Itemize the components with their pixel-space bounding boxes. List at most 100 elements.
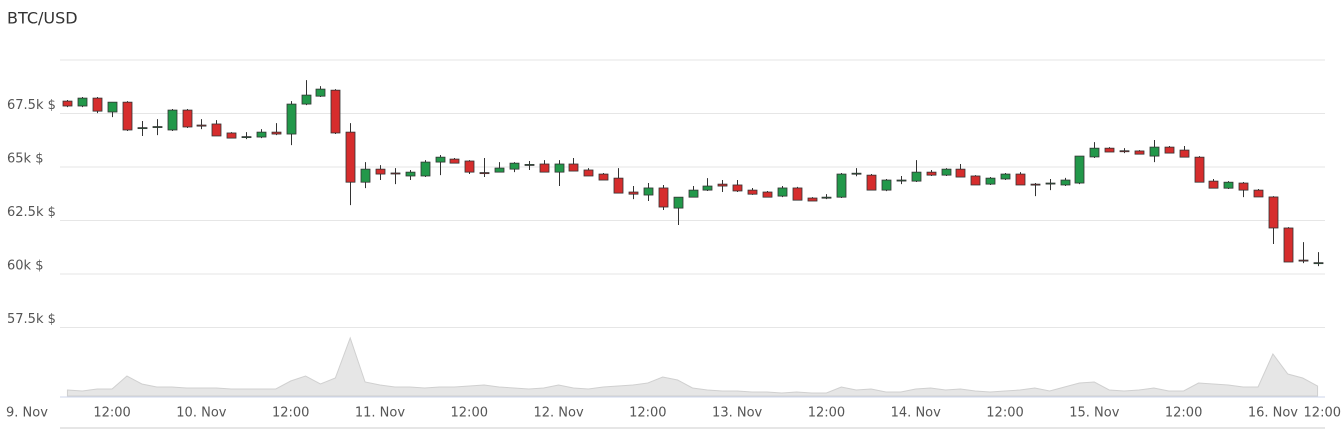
candle-body [182,109,193,128]
candle-body [375,168,386,175]
x-tick-label: 12:00 [451,406,488,421]
candle-body [1179,149,1190,158]
candle-body [1074,155,1085,184]
candle-body [628,191,639,195]
x-tick-label: 12:00 [1304,406,1341,421]
candle-body [196,124,207,127]
x-tick-label: 13. Nov [712,406,762,421]
y-tick-label: 62.5k $ [7,205,56,220]
candle-body [1030,183,1041,186]
candle-body [732,184,743,192]
candle-body [226,132,237,139]
candle-body [747,189,758,195]
candle-body [449,158,460,164]
candle-body [688,189,699,198]
candle-body [896,179,907,182]
candle-body [1060,179,1071,186]
candle-body [122,101,133,131]
candle-body [613,177,624,194]
candle-body [866,174,877,191]
candle-body [494,167,505,173]
candle-body [643,187,654,196]
candle-body [583,169,594,177]
volume-area [66,336,1319,397]
candle-body [673,196,684,209]
candle-body [107,101,118,113]
candle-body [1000,173,1011,180]
candle-body [1223,181,1234,189]
candle-body [152,126,163,128]
candle-body [1015,173,1026,186]
x-tick-label: 9. Nov [6,406,48,421]
candle-body [1134,150,1145,155]
candle-body [405,171,416,177]
candle-body [1238,182,1249,191]
candle-body [1298,259,1309,262]
candle-body [256,131,267,138]
x-tick-label: 11. Nov [355,406,405,421]
candle-body [241,136,252,139]
candle-body [568,163,579,172]
candle-body [390,172,401,175]
chart-title: BTC/USD [7,9,78,28]
candle-body [792,187,803,201]
candle-body [851,172,862,175]
x-tick-label: 12:00 [1165,406,1202,421]
candle-body [881,179,892,191]
candle-body [92,97,103,112]
candle-body [1164,146,1175,154]
candle-body [77,97,88,107]
candle-body [762,191,773,198]
candle-body [1313,262,1324,265]
candle-body [315,88,326,97]
candle-body [479,172,490,175]
candle-body [658,187,669,208]
x-tick-label: 10. Nov [176,406,226,421]
candle-body [1208,180,1219,189]
candle-body [524,164,535,166]
y-tick-label: 65k $ [7,152,43,167]
x-tick-label: 12:00 [93,406,130,421]
candle-body [539,163,550,173]
candle-body [360,168,371,183]
candle-body [702,185,713,191]
candle-body [554,163,565,173]
x-tick-label: 12:00 [629,406,666,421]
candle-body [1089,147,1100,158]
candle-body [598,173,609,181]
candle-body [509,162,520,170]
x-tick-label: 12:00 [986,406,1023,421]
candle-body [717,183,728,187]
candle-body [420,161,431,177]
x-tick-label: 15. Nov [1069,406,1119,421]
candle-body [821,196,832,199]
candle-body [985,177,996,185]
candle-body [62,100,73,107]
candle-body [211,123,222,137]
candle-body [1119,150,1130,153]
candle-body [301,94,312,105]
candle-body [1253,189,1264,198]
candle-body [464,160,475,173]
candle-body [941,168,952,176]
candle-body [1045,182,1056,185]
candle-body [955,168,966,178]
x-tick-label: 12:00 [808,406,845,421]
candle-body [330,89,341,134]
x-tick-label: 12:00 [272,406,309,421]
candle-body [286,103,297,135]
candle-body [137,127,148,130]
candle-body [836,173,847,198]
y-tick-label: 60k $ [7,259,43,274]
x-tick-label: 12. Nov [533,406,583,421]
candle-body [435,156,446,163]
y-tick-label: 67.5k $ [7,98,56,113]
candle-body [1149,146,1160,157]
candle-body [807,197,818,202]
x-tick-label: 16. Nov [1248,406,1298,421]
candle-body [926,171,937,176]
candle-body [777,187,788,197]
y-tick-label: 57.5k $ [7,312,56,327]
